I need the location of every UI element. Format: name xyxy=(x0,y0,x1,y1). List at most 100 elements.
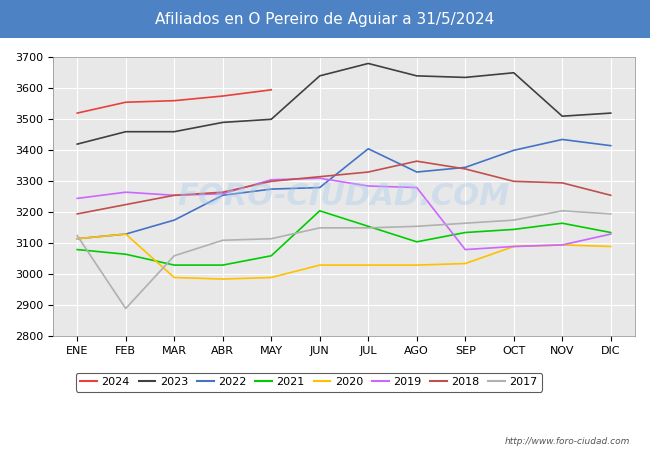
2019 xyxy=(462,247,469,252)
2018 xyxy=(267,179,275,184)
2021 xyxy=(316,208,324,213)
2023 xyxy=(219,120,227,125)
2019 xyxy=(267,177,275,183)
2022 xyxy=(267,186,275,192)
2022 xyxy=(73,236,81,241)
2019 xyxy=(607,231,615,237)
2023 xyxy=(607,110,615,116)
2024 xyxy=(219,93,227,99)
2018 xyxy=(462,166,469,171)
2024 xyxy=(170,98,178,104)
Line: 2022: 2022 xyxy=(77,140,611,238)
2020 xyxy=(316,262,324,268)
2021 xyxy=(558,220,566,226)
2017 xyxy=(316,225,324,230)
2017 xyxy=(413,224,421,229)
2023 xyxy=(267,117,275,122)
2023 xyxy=(413,73,421,79)
2019 xyxy=(122,189,129,195)
2018 xyxy=(170,193,178,198)
2021 xyxy=(462,230,469,235)
2020 xyxy=(170,275,178,280)
2022 xyxy=(219,193,227,198)
2023 xyxy=(462,75,469,80)
Line: 2020: 2020 xyxy=(77,234,611,279)
2017 xyxy=(558,208,566,213)
2021 xyxy=(170,262,178,268)
2021 xyxy=(365,224,372,229)
2024 xyxy=(122,99,129,105)
2023 xyxy=(122,129,129,135)
2020 xyxy=(462,261,469,266)
Line: 2021: 2021 xyxy=(77,211,611,265)
Text: http://www.foro-ciudad.com: http://www.foro-ciudad.com xyxy=(505,436,630,446)
2023 xyxy=(170,129,178,135)
2019 xyxy=(558,242,566,248)
Line: 2019: 2019 xyxy=(77,178,611,250)
2019 xyxy=(316,176,324,181)
Line: 2017: 2017 xyxy=(77,211,611,309)
2020 xyxy=(607,244,615,249)
2018 xyxy=(219,189,227,195)
2023 xyxy=(510,70,517,76)
2022 xyxy=(607,143,615,148)
2020 xyxy=(122,231,129,237)
Line: 2024: 2024 xyxy=(77,90,271,113)
2022 xyxy=(413,169,421,175)
2017 xyxy=(267,236,275,241)
2021 xyxy=(413,239,421,244)
2017 xyxy=(73,233,81,238)
2024 xyxy=(73,110,81,116)
2022 xyxy=(510,148,517,153)
2021 xyxy=(122,252,129,257)
Legend: 2024, 2023, 2022, 2021, 2020, 2019, 2018, 2017: 2024, 2023, 2022, 2021, 2020, 2019, 2018… xyxy=(76,373,542,392)
Line: 2018: 2018 xyxy=(77,161,611,214)
Text: Afiliados en O Pereiro de Aguiar a 31/5/2024: Afiliados en O Pereiro de Aguiar a 31/5/… xyxy=(155,12,495,27)
2019 xyxy=(510,244,517,249)
2020 xyxy=(558,242,566,248)
2021 xyxy=(267,253,275,258)
2017 xyxy=(122,306,129,311)
2018 xyxy=(413,158,421,164)
2021 xyxy=(219,262,227,268)
2020 xyxy=(73,236,81,241)
2017 xyxy=(462,220,469,226)
2022 xyxy=(122,231,129,237)
2021 xyxy=(510,227,517,232)
2023 xyxy=(73,141,81,147)
Line: 2023: 2023 xyxy=(77,63,611,144)
2020 xyxy=(413,262,421,268)
2017 xyxy=(219,238,227,243)
2023 xyxy=(316,73,324,79)
2017 xyxy=(607,211,615,216)
2018 xyxy=(122,202,129,207)
2021 xyxy=(73,247,81,252)
2022 xyxy=(316,185,324,190)
2018 xyxy=(510,179,517,184)
2019 xyxy=(413,185,421,190)
2020 xyxy=(365,262,372,268)
2018 xyxy=(316,174,324,180)
2017 xyxy=(365,225,372,230)
2024 xyxy=(267,87,275,93)
2023 xyxy=(558,113,566,119)
2021 xyxy=(607,230,615,235)
2018 xyxy=(558,180,566,185)
2018 xyxy=(73,211,81,216)
2018 xyxy=(607,193,615,198)
2020 xyxy=(219,276,227,282)
2017 xyxy=(170,253,178,258)
2022 xyxy=(365,146,372,152)
2019 xyxy=(365,183,372,189)
Text: FORO-CIUDAD.COM: FORO-CIUDAD.COM xyxy=(177,182,510,211)
2020 xyxy=(510,244,517,249)
2018 xyxy=(365,169,372,175)
2023 xyxy=(365,61,372,66)
2022 xyxy=(462,165,469,170)
2022 xyxy=(558,137,566,142)
2019 xyxy=(73,196,81,201)
2020 xyxy=(267,275,275,280)
2022 xyxy=(170,217,178,223)
2017 xyxy=(510,217,517,223)
2019 xyxy=(219,191,227,197)
